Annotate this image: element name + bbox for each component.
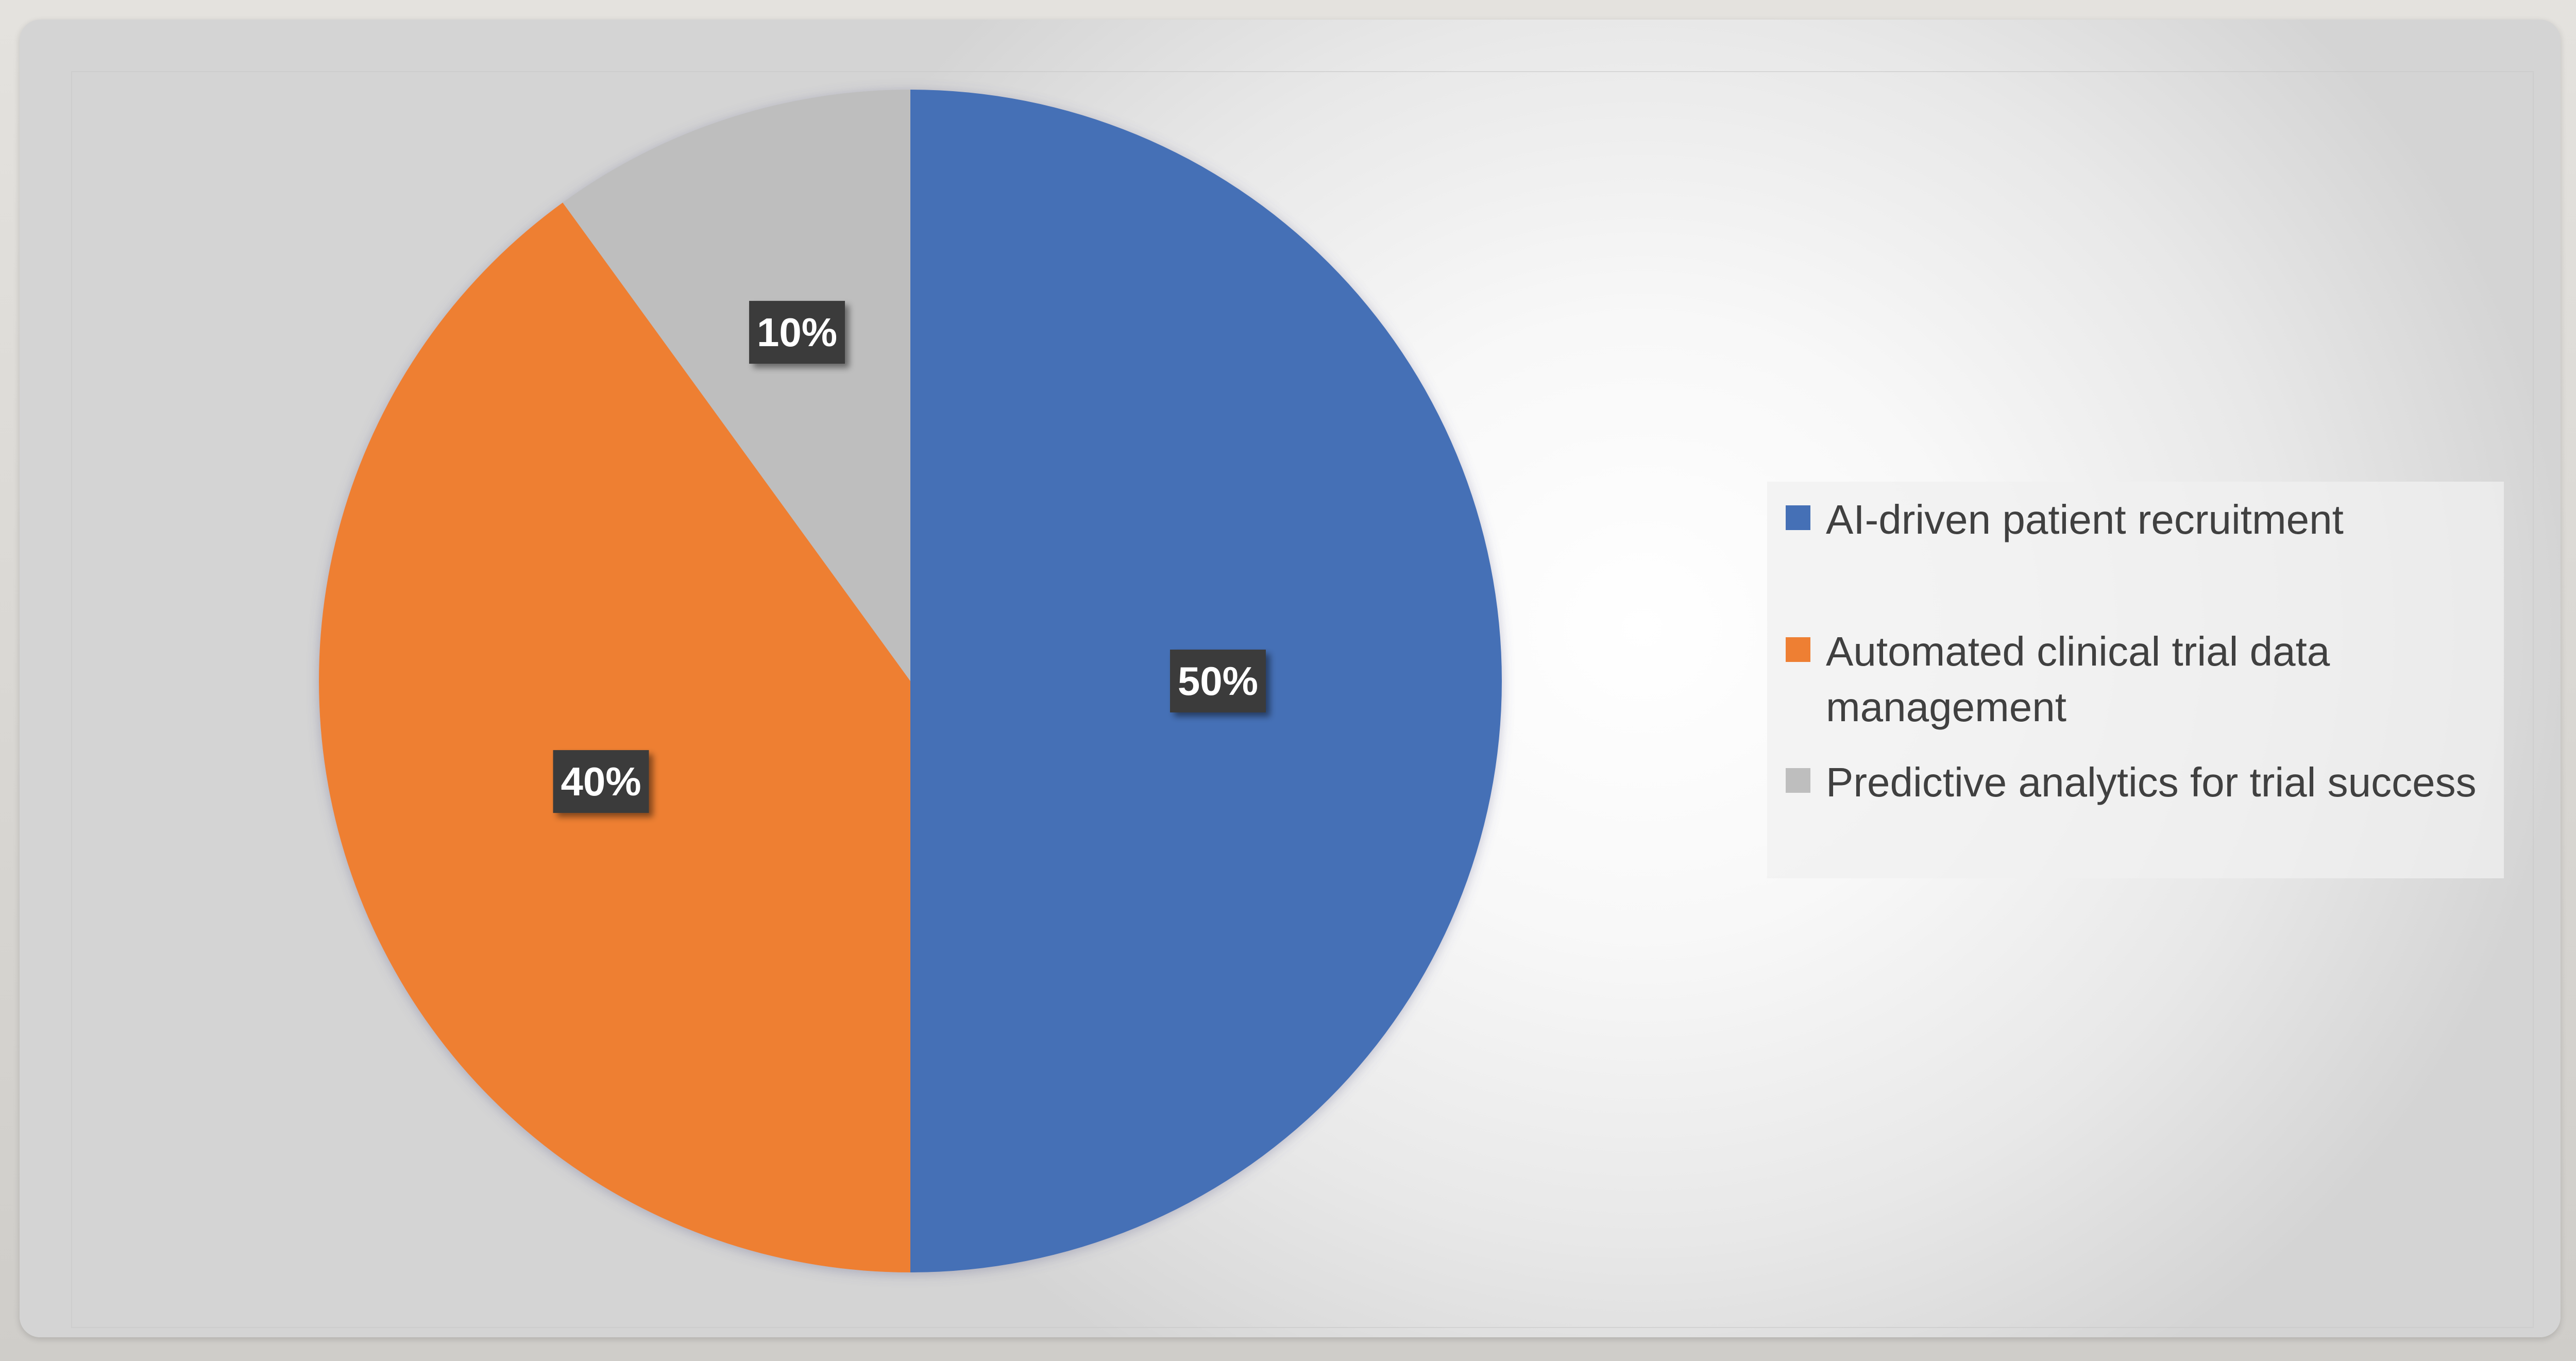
pie-slices	[319, 90, 1502, 1272]
pie-slice-automated-data-management	[319, 202, 911, 1272]
data-label-text: 50%	[1178, 658, 1258, 704]
legend: AI-driven patient recruitment Automated …	[1767, 482, 2504, 878]
data-label-text: 40%	[561, 759, 641, 804]
data-label-text: 10%	[757, 310, 837, 355]
legend-item-ai-recruitment: AI-driven patient recruitment	[1786, 492, 2506, 548]
pie-data-labels: 50% 40% 10%	[553, 301, 1266, 813]
data-label-box	[1170, 650, 1266, 712]
legend-item-predictive-analytics: Predictive analytics for trial success	[1786, 755, 2506, 810]
data-label-ai-recruitment: 50%	[1170, 650, 1266, 712]
pie-slice-predictive-analytics	[563, 90, 910, 681]
legend-swatch	[1786, 768, 1810, 793]
legend-item-automated-data-management: Automated clinical trial data management	[1786, 624, 2506, 735]
legend-swatch	[1786, 505, 1810, 530]
data-label-box	[553, 750, 649, 813]
legend-swatch	[1786, 637, 1810, 662]
plot-area	[71, 71, 2534, 1328]
data-label-automated-data-management: 40%	[553, 750, 649, 813]
legend-label: AI-driven patient recruitment	[1826, 497, 2344, 542]
legend-label: Predictive analytics for trial success	[1826, 759, 2477, 805]
legend-label: Automated clinical trial data management	[1826, 628, 2330, 730]
data-label-box	[749, 301, 845, 364]
data-label-predictive-analytics: 10%	[749, 301, 845, 364]
